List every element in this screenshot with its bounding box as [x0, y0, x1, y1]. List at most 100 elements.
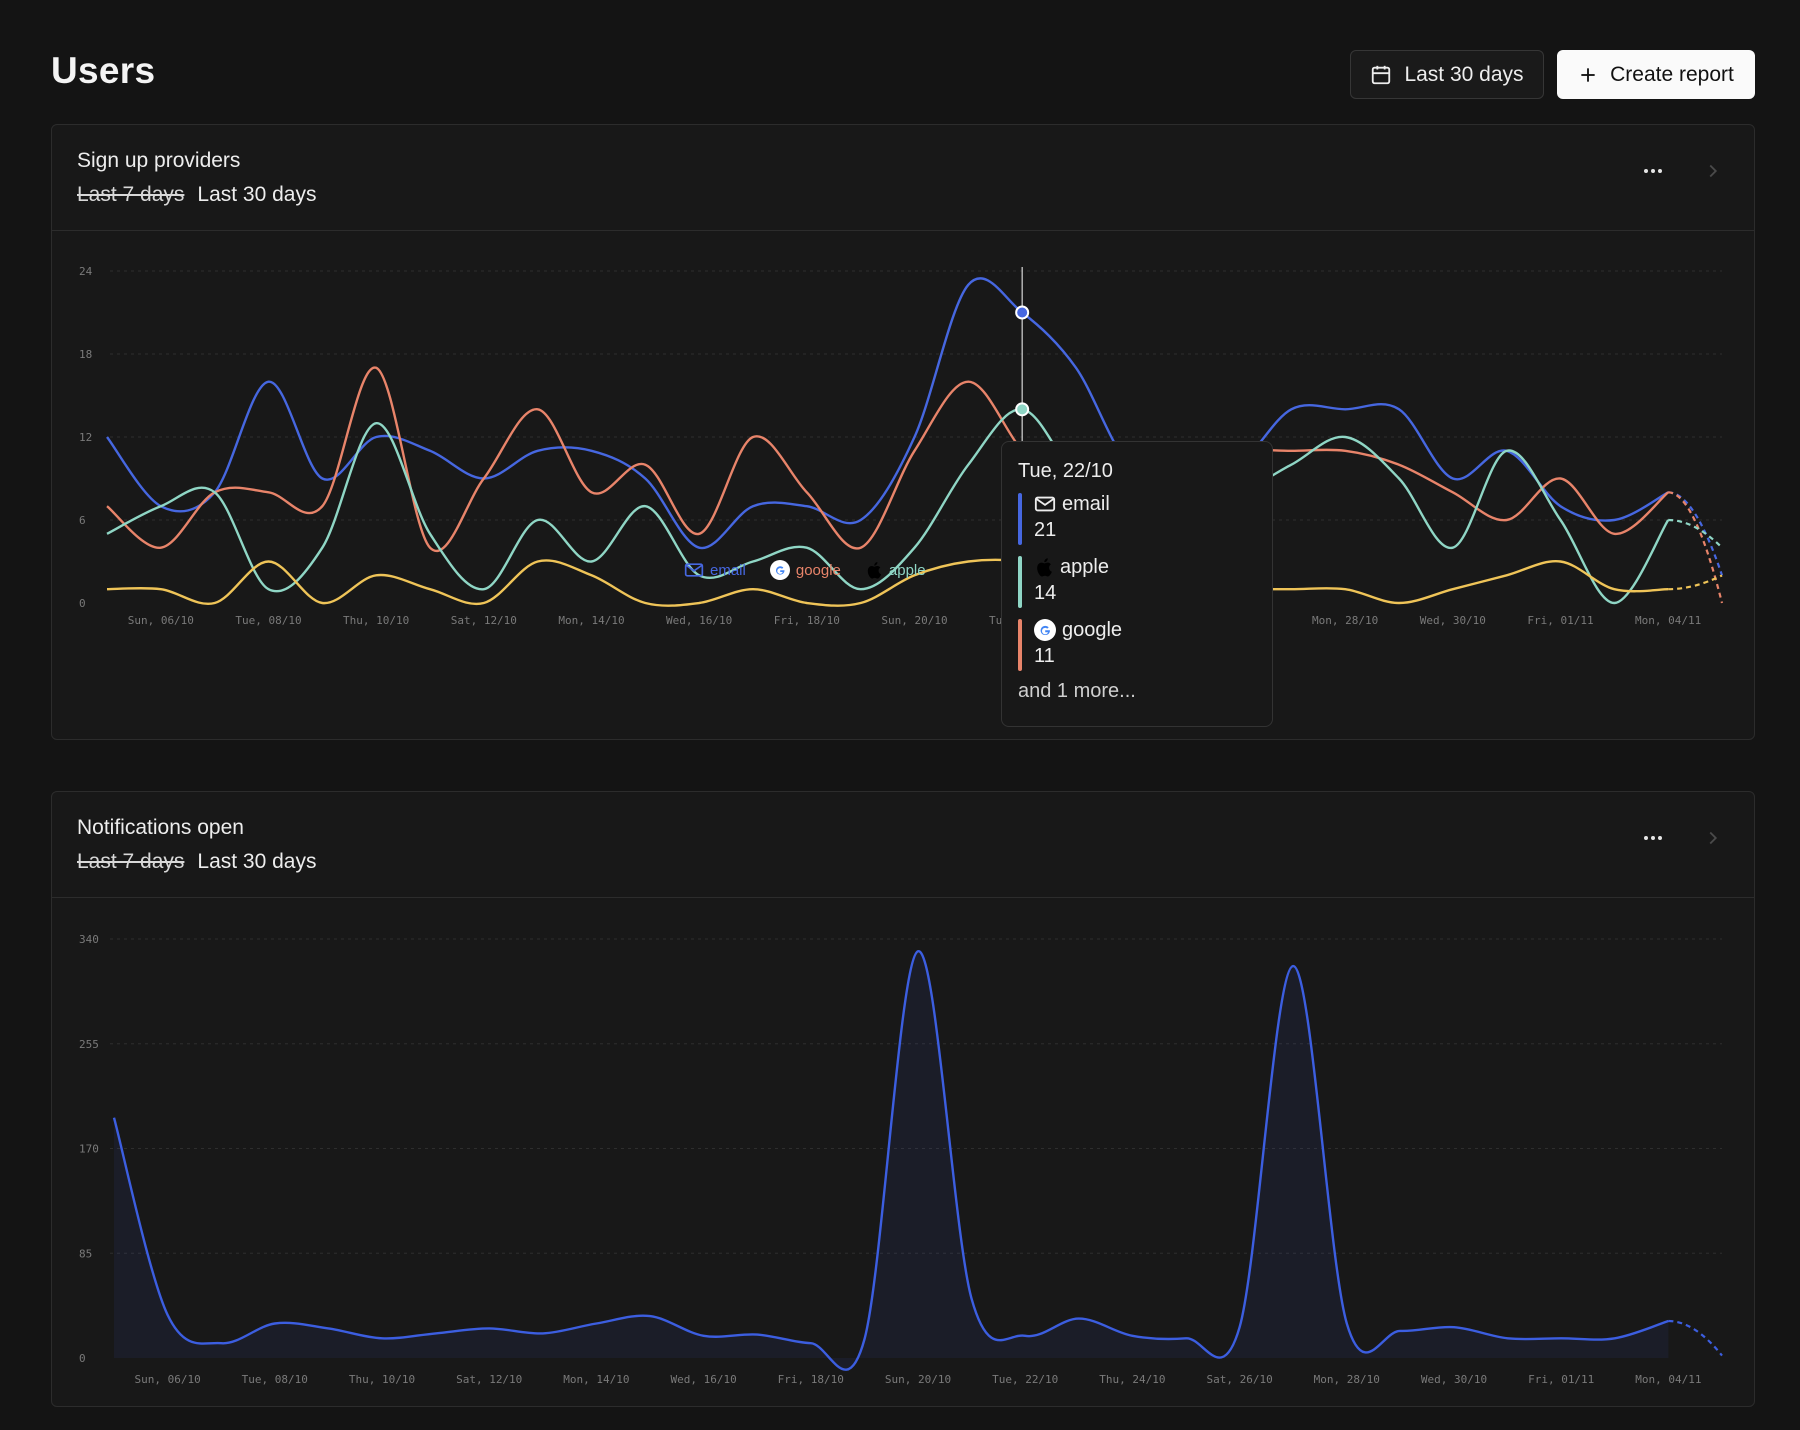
card-range: Last 7 days Last 30 days [77, 850, 317, 874]
create-report-label: Create report [1610, 62, 1734, 86]
chevron-right-icon[interactable] [1702, 826, 1724, 850]
more-options-button[interactable] [1638, 826, 1668, 850]
series-line-other [106, 558, 1669, 607]
x-tick-label: Sat, 12/10 [456, 1373, 522, 1386]
date-range-button[interactable]: Last 30 days [1350, 50, 1544, 99]
hover-point-apple [1015, 402, 1030, 417]
x-tick-label: Tue, 08/10 [242, 1373, 308, 1386]
series-forecast-apple [1668, 518, 1723, 549]
tooltip-row-google: google 11 [1018, 617, 1256, 671]
range-previous[interactable]: Last 7 days [77, 850, 185, 873]
legend-label: email [710, 561, 746, 579]
x-tick-label: Sat, 12/10 [451, 614, 517, 627]
notifications-chart: 0 85 170 255 340 Sun, 06/10 Tue, 08/10 Thu, 10/… [52, 898, 1756, 1406]
series-line-apple [106, 408, 1670, 605]
x-tick-label: Mon, 28/10 [1314, 1373, 1380, 1386]
x-tick-label: Wed, 16/10 [666, 614, 732, 627]
tooltip-label: google [1062, 618, 1123, 641]
x-tick-label: Mon, 14/10 [563, 1373, 629, 1386]
card-range: Last 7 days Last 30 days [77, 183, 317, 207]
y-tick-label: 24 [79, 265, 93, 278]
card-title: Notifications open [77, 816, 244, 839]
chart-tooltip: Tue, 22/10 email 21 apple 14 [1001, 441, 1273, 727]
x-tick-label: Sun, 20/10 [881, 614, 947, 627]
y-tick-label: 18 [79, 348, 92, 361]
apple-icon [1037, 558, 1052, 577]
tooltip-row-email: email 21 [1018, 491, 1256, 545]
tooltip-date: Tue, 22/10 [1018, 460, 1113, 482]
x-tick-label: Fri, 01/11 [1527, 614, 1593, 627]
series-forecast-google [1668, 491, 1724, 604]
x-tick-label: Fri, 18/10 [774, 614, 840, 627]
page-title: Users [51, 50, 156, 91]
tooltip-value: 21 [1034, 519, 1057, 541]
x-tick-label: Sun, 06/10 [128, 614, 194, 627]
hover-point-email [1015, 305, 1030, 320]
x-tick-label: Sun, 20/10 [885, 1373, 951, 1386]
legend-label: apple [888, 561, 926, 579]
series-forecast-other [1668, 574, 1723, 591]
range-current[interactable]: Last 30 days [197, 183, 317, 206]
card-header: Notifications open Last 7 days Last 30 d… [52, 792, 1754, 898]
y-tick-label: 0 [79, 1352, 86, 1365]
range-previous[interactable]: Last 7 days [77, 183, 185, 206]
y-tick-label: 12 [79, 431, 92, 444]
x-tick-label: Wed, 30/10 [1421, 1373, 1487, 1386]
series-area [114, 951, 1669, 1370]
x-tick-label: Wed, 30/10 [1420, 614, 1486, 627]
mail-icon [1034, 496, 1056, 512]
date-range-label: Last 30 days [1404, 62, 1524, 86]
x-tick-label: Tue, 08/10 [235, 614, 301, 627]
y-tick-label: 85 [79, 1247, 92, 1260]
legend-item-email[interactable]: email [684, 560, 746, 580]
legend-item-google[interactable]: google [769, 560, 841, 580]
calendar-icon [1372, 65, 1391, 84]
x-tick-label: Thu, 10/10 [343, 614, 409, 627]
x-tick-label: Sun, 06/10 [134, 1373, 200, 1386]
x-tick-label: Thu, 10/10 [349, 1373, 415, 1386]
y-tick-label: 255 [79, 1038, 99, 1051]
series-forecast-notifications [1668, 1319, 1723, 1357]
tooltip-label: apple [1060, 555, 1109, 578]
apple-icon [867, 562, 882, 579]
x-tick-label: Mon, 04/11 [1635, 614, 1701, 627]
tooltip-row-apple: apple 14 [1018, 554, 1256, 608]
google-icon [1034, 619, 1056, 641]
signup-line-chart: 0 6 12 18 24 Sun, 06/10 Tue, 08/10 Thu, 10/10 Sa… [79, 265, 1724, 627]
x-tick-label: Tue, 22/10 [992, 1373, 1058, 1386]
x-tick-label: Mon, 04/11 [1635, 1373, 1701, 1386]
series-forecast-email [1668, 491, 1724, 576]
range-current[interactable]: Last 30 days [197, 850, 317, 873]
x-tick-label: Wed, 16/10 [670, 1373, 736, 1386]
mail-icon [684, 563, 704, 577]
series-line-notifications [112, 950, 1669, 1371]
signup-chart: 0 6 12 18 24 Sun, 06/10 Tue, 08/10 Thu, 10/10 Sa… [52, 231, 1756, 739]
y-tick-label: 170 [79, 1143, 99, 1156]
x-tick-label: Fri, 18/10 [778, 1373, 844, 1386]
series-line-email [106, 277, 1669, 549]
x-tick-label: Thu, 24/10 [1099, 1373, 1165, 1386]
signup-providers-card: Sign up providers Last 7 days Last 30 da… [51, 124, 1755, 740]
x-tick-label: Mon, 14/10 [558, 614, 624, 627]
legend-label: google [795, 561, 841, 579]
card-header: Sign up providers Last 7 days Last 30 da… [52, 125, 1754, 231]
google-icon [769, 560, 790, 580]
x-tick-label: Fri, 01/11 [1528, 1373, 1594, 1386]
series-line-google [106, 366, 1669, 552]
y-tick-label: 6 [79, 514, 86, 527]
tooltip-more: and 1 more... [1018, 680, 1136, 702]
notifications-open-card: Notifications open Last 7 days Last 30 d… [51, 791, 1755, 1407]
tooltip-label: email [1062, 492, 1110, 515]
chevron-right-icon[interactable] [1702, 159, 1724, 183]
create-report-button[interactable]: Create report [1557, 50, 1755, 99]
legend-item-apple[interactable]: apple [865, 560, 926, 580]
chart-legend: email google apple [684, 560, 926, 580]
tooltip-value: 14 [1034, 582, 1057, 604]
plus-icon [1581, 67, 1595, 82]
tooltip-value: 11 [1034, 645, 1055, 667]
notifications-area-chart: 0 85 170 255 340 Sun, 06/10 Tue, 08/10 Thu, 10/… [79, 933, 1723, 1386]
y-tick-label: 340 [79, 933, 99, 946]
x-tick-label: Sat, 26/10 [1206, 1373, 1272, 1386]
more-options-button[interactable] [1638, 159, 1668, 183]
